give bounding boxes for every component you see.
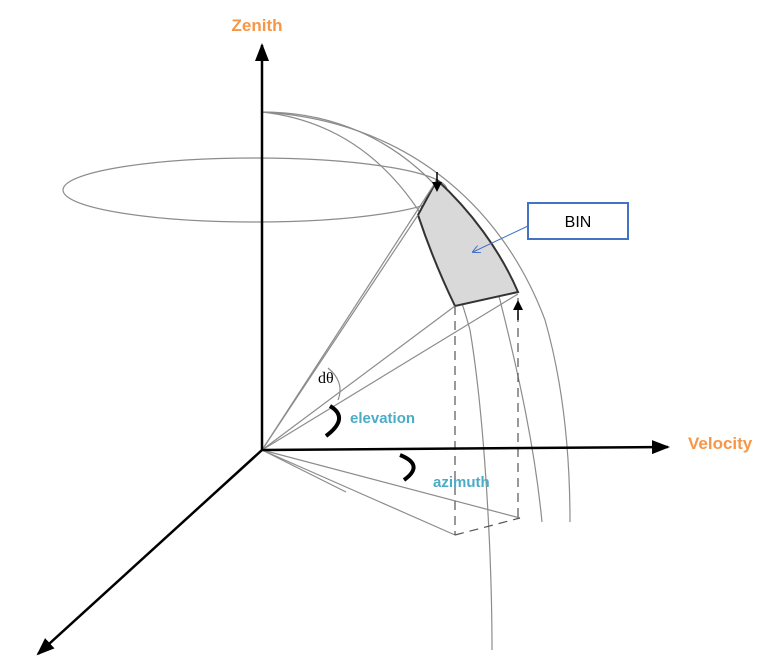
dtheta-arc xyxy=(327,367,341,401)
bin-patch xyxy=(416,178,520,308)
elevation-arrow xyxy=(324,404,341,438)
third-axis xyxy=(36,449,263,656)
bin-pointer xyxy=(473,225,529,252)
elevation-label: elevation xyxy=(350,410,415,427)
arc xyxy=(261,111,571,523)
azimuth-arrow xyxy=(399,453,416,482)
projections xyxy=(454,298,521,536)
bin-label: BIN xyxy=(565,214,592,231)
velocity-label: Velocity xyxy=(688,434,753,453)
zenith-label: Zenith xyxy=(232,16,283,35)
bin-box xyxy=(527,202,629,240)
dtheta-label: dθ xyxy=(318,370,334,387)
arc xyxy=(261,111,493,651)
azimuth-label: azimuth xyxy=(433,474,490,491)
velocity-axis xyxy=(261,440,670,455)
azimuth-ring xyxy=(62,157,448,223)
rays xyxy=(261,179,521,536)
